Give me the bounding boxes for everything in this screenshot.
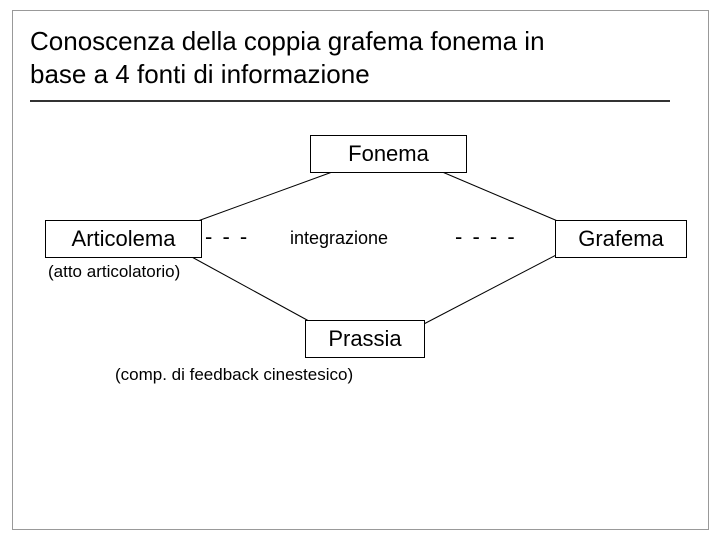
dashes-left: - - - <box>205 224 249 250</box>
title-underline <box>30 100 670 102</box>
node-fonema: Fonema <box>310 135 467 173</box>
node-grafema-label: Grafema <box>578 226 664 252</box>
title-line2: base a 4 fonti di informazione <box>30 59 370 89</box>
node-articolema-label: Articolema <box>72 226 176 252</box>
dashes-right: - - - - <box>455 224 517 250</box>
page-title: Conoscenza della coppia grafema fonema i… <box>30 25 545 90</box>
title-line1: Conoscenza della coppia grafema fonema i… <box>30 26 545 56</box>
subnote-articolema: (atto articolatorio) <box>48 262 180 282</box>
subnote-prassia: (comp. di feedback cinestesico) <box>115 365 353 385</box>
node-prassia-label: Prassia <box>328 326 401 352</box>
node-grafema: Grafema <box>555 220 687 258</box>
node-fonema-label: Fonema <box>348 141 429 167</box>
node-prassia: Prassia <box>305 320 425 358</box>
center-integrazione: integrazione <box>290 228 388 249</box>
node-articolema: Articolema <box>45 220 202 258</box>
